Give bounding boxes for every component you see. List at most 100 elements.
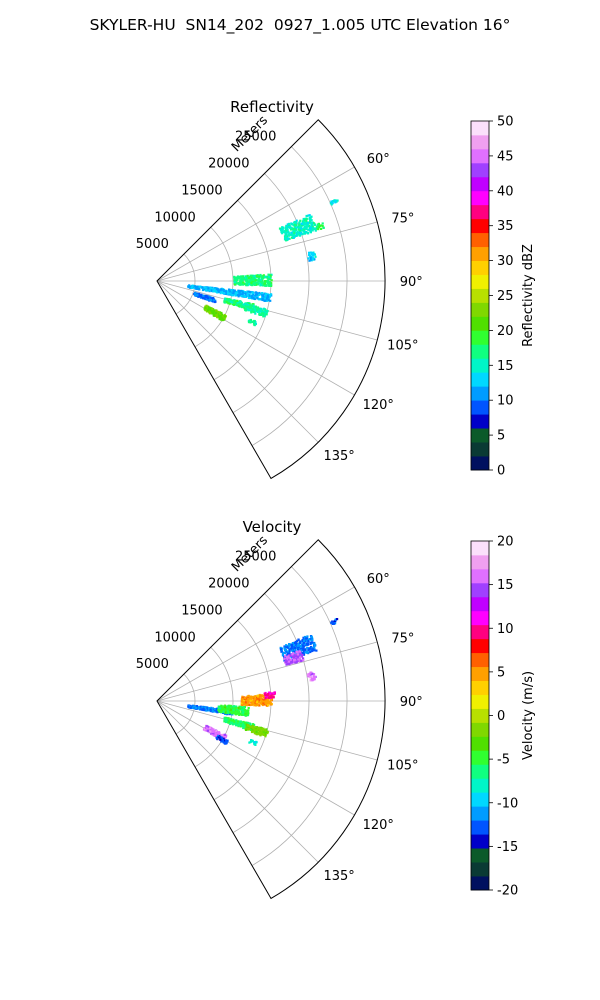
echo-gate (242, 295, 245, 298)
echo-gate (239, 720, 242, 723)
echo-gate (308, 253, 311, 256)
echo-gate (254, 321, 257, 324)
echo-gate (236, 277, 239, 280)
echo-gate (256, 295, 259, 298)
echo-gate (299, 219, 302, 222)
echo-gate (306, 640, 309, 643)
echo-gate (249, 320, 252, 323)
echo-gate (264, 310, 267, 313)
echo-gate (253, 704, 256, 707)
radial-tick-label: 15000 (181, 603, 222, 618)
echo-gate (273, 692, 276, 695)
azimuth-tick-label: 135° (323, 449, 354, 464)
echo-gate (237, 294, 240, 297)
echo-gate (279, 646, 282, 649)
echo-gate (309, 251, 312, 254)
echo-gate (238, 283, 241, 286)
range-ring (175, 253, 196, 315)
echo-gate (293, 658, 297, 661)
echo-gate (293, 221, 296, 224)
echo-gate (262, 315, 265, 318)
echo-gate (218, 710, 221, 713)
echo-gate (286, 657, 289, 660)
echo-gate (214, 287, 217, 290)
azimuth-tick-label: 135° (323, 869, 354, 884)
echo-region (217, 704, 250, 717)
echo-gate (239, 725, 242, 728)
colorbar-swatch (471, 302, 489, 317)
echo-gate (298, 644, 301, 647)
echo-gate (244, 292, 247, 295)
echo-gate (235, 301, 238, 304)
echo-gate (237, 290, 240, 293)
sector-boundary (156, 539, 386, 900)
echo-gate (204, 286, 207, 289)
echo-gate (207, 287, 210, 290)
echo-gate (242, 707, 245, 710)
colorbar-swatch (471, 176, 489, 192)
colorbar-swatch (471, 456, 489, 471)
echo-gate (262, 310, 265, 313)
echo-gate (209, 307, 212, 310)
echo-gate (300, 643, 304, 646)
echo-gate (261, 298, 264, 301)
echo-gate (246, 292, 249, 295)
echo-gate (267, 691, 271, 694)
echo-gate (246, 703, 249, 706)
echo-gate (285, 650, 288, 653)
echo-gate (303, 641, 306, 644)
echo-gate (216, 731, 219, 734)
echo-gate (299, 641, 302, 645)
echo-gate (264, 293, 267, 296)
echo-region (329, 199, 339, 206)
echo-gate (296, 230, 299, 233)
colorbar-tick-label: -5 (497, 753, 510, 768)
colorbar-tick-label: 40 (497, 184, 514, 199)
echo-gate (256, 274, 259, 277)
echo-gate (229, 301, 232, 305)
echo-gate (262, 695, 265, 698)
echo-gate (189, 286, 192, 289)
echo-gate (245, 283, 248, 286)
azimuth-spoke (156, 280, 319, 443)
echo-gate (249, 695, 252, 698)
echo-gate (262, 295, 265, 298)
echo-gate (309, 258, 313, 261)
echo-gate (293, 645, 296, 648)
echo-gate (240, 699, 243, 702)
echo-gate (242, 713, 245, 716)
echo-gate (231, 720, 235, 723)
echo-gate (227, 717, 230, 720)
echo-gate (202, 288, 205, 291)
echo-gate (318, 224, 321, 227)
colorbar-swatch (471, 344, 489, 359)
echo-gate (264, 275, 267, 278)
radial-tick-label: 5000 (136, 657, 169, 672)
echo-gate (281, 232, 284, 235)
echo-gate (261, 282, 264, 285)
echo-gate (284, 659, 287, 662)
echo-gate (213, 288, 216, 291)
echo-gate (288, 644, 291, 647)
echo-gate (255, 698, 258, 701)
echo-gate (258, 731, 262, 734)
echo-gate (264, 284, 267, 287)
echo-gate (266, 279, 270, 282)
echo-gate (269, 274, 272, 277)
echo-gate (244, 309, 248, 312)
echo-gate (296, 651, 299, 654)
echo-gate (313, 644, 317, 647)
echo-gate (265, 694, 268, 697)
echo-gate (249, 274, 252, 277)
echo-gate (309, 650, 312, 654)
echo-gate (330, 621, 333, 624)
echo-gate (252, 723, 255, 726)
echo-gate (292, 235, 295, 238)
echo-gate (232, 705, 235, 708)
echo-gate (285, 661, 288, 664)
echo-gate (335, 199, 338, 202)
colorbar-swatch (471, 834, 489, 849)
echo-gate (313, 676, 316, 680)
colorbar-swatch (471, 134, 489, 150)
